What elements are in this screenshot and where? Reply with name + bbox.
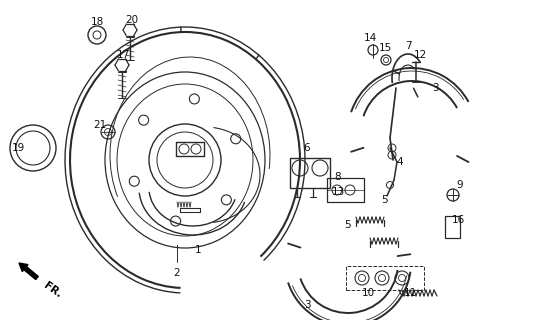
Text: 10: 10 <box>362 288 374 298</box>
Text: 15: 15 <box>378 43 392 53</box>
Text: 12: 12 <box>413 50 427 60</box>
Text: 21: 21 <box>93 120 107 130</box>
Bar <box>290 158 330 188</box>
Bar <box>445 216 460 238</box>
Bar <box>327 178 364 202</box>
Text: 5: 5 <box>345 220 352 230</box>
Text: 19: 19 <box>11 143 25 153</box>
Text: 7: 7 <box>405 41 411 51</box>
Text: 8: 8 <box>335 172 341 182</box>
Text: 9: 9 <box>456 180 463 190</box>
Text: FR.: FR. <box>42 280 64 300</box>
Text: 4: 4 <box>397 157 403 167</box>
Text: 17: 17 <box>117 50 129 60</box>
Text: 6: 6 <box>304 143 310 153</box>
Text: 3: 3 <box>432 83 439 93</box>
FancyArrow shape <box>19 263 39 280</box>
Text: 1: 1 <box>195 245 201 255</box>
Text: 14: 14 <box>363 33 377 43</box>
Text: 18: 18 <box>90 17 104 27</box>
Text: 13: 13 <box>331 187 345 197</box>
Text: 5: 5 <box>382 195 388 205</box>
Text: 2: 2 <box>174 268 180 278</box>
Text: 3: 3 <box>304 300 310 310</box>
Text: 16: 16 <box>451 215 465 225</box>
Bar <box>346 266 424 290</box>
Text: 11: 11 <box>403 288 417 298</box>
Text: 20: 20 <box>126 15 138 25</box>
